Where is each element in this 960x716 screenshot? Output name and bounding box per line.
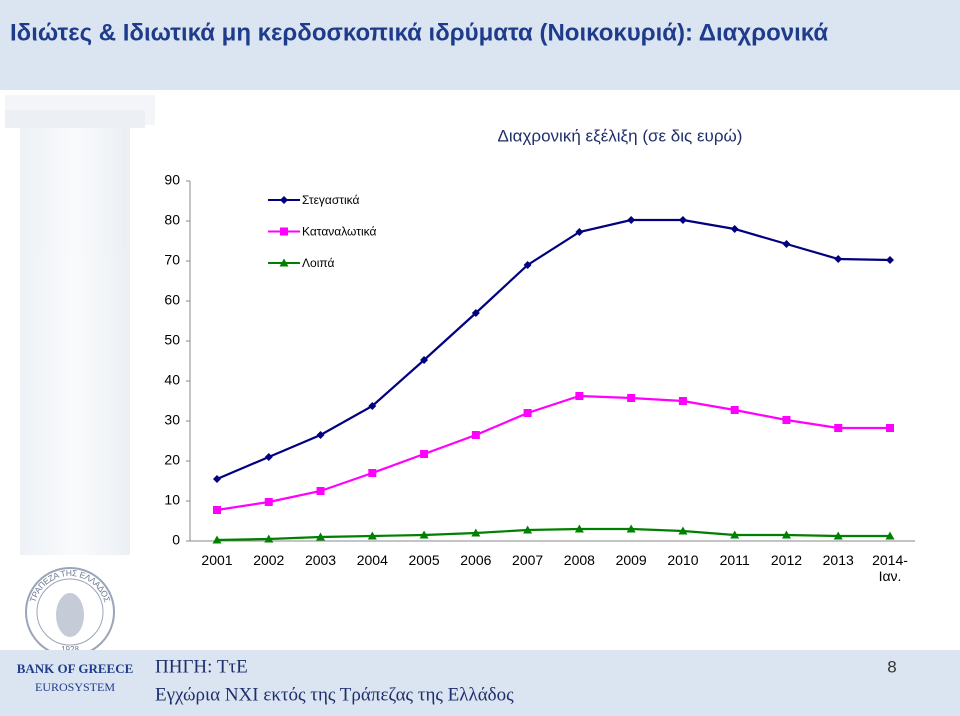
header-band <box>0 0 960 90</box>
marker <box>420 356 429 364</box>
series-line <box>216 394 890 512</box>
x-tick-label: 2001 <box>201 552 233 568</box>
marker <box>782 416 791 424</box>
legend-label: Καταναλωτικά <box>302 225 377 239</box>
source: ΠΗΓΗ: ΤτΕ <box>155 656 248 677</box>
marker <box>886 256 894 264</box>
y-tick-label: 90 <box>164 172 180 188</box>
marker <box>419 530 429 539</box>
y-tick-label: 0 <box>172 532 180 548</box>
marker <box>833 531 843 540</box>
legend-label: Στεγαστικά <box>302 193 360 207</box>
marker <box>212 535 222 544</box>
x-tick-label: 2013 <box>822 552 854 568</box>
y-tick-label: 70 <box>164 252 180 268</box>
marker <box>523 525 533 534</box>
marker <box>886 424 894 432</box>
marker <box>575 228 584 236</box>
bank-name: BANK OF GREECE <box>17 661 134 676</box>
y-tick-label: 60 <box>164 292 180 308</box>
y-tick-label: 40 <box>164 372 180 388</box>
y-tick-label: 50 <box>164 332 180 348</box>
marker <box>420 450 429 458</box>
marker <box>264 534 274 543</box>
marker <box>678 526 688 535</box>
marker <box>213 506 221 514</box>
marker <box>316 532 326 541</box>
legend-marker <box>280 196 288 204</box>
y-tick-label: 10 <box>164 492 180 508</box>
marker <box>213 475 221 483</box>
legend-label: Λοιπά <box>302 256 334 270</box>
marker <box>368 469 377 477</box>
marker <box>678 397 687 405</box>
marker <box>367 531 377 540</box>
marker <box>471 431 480 439</box>
marker <box>264 498 273 506</box>
marker <box>885 531 895 540</box>
footer-band <box>0 650 960 716</box>
logo-year: 1928 <box>61 645 79 654</box>
marker <box>626 524 636 533</box>
marker <box>368 402 377 410</box>
marker <box>523 261 532 269</box>
x-tick-label: 2002 <box>253 552 285 568</box>
marker <box>782 240 791 248</box>
chart-title: Διαχρονική εξέλιξη (σε δις ευρώ) <box>498 126 743 145</box>
marker <box>523 409 532 417</box>
logo: ΤΡΑΠΕΖΑ ΤΗΣ ΕΛΛΑΔΟΣ 1928 <box>25 567 115 657</box>
marker <box>316 431 325 439</box>
marker <box>574 524 584 533</box>
footer-note: Εγχώρια ΝΧΙ εκτός της Τράπεζας της Ελλάδ… <box>155 684 514 705</box>
marker <box>471 309 480 317</box>
x-tick-label: 2009 <box>615 552 647 568</box>
x-tick-label: 2010 <box>667 552 699 568</box>
marker <box>781 530 791 539</box>
series-line <box>216 218 891 481</box>
x-tick-label: 2014-Ιαν. <box>872 552 908 584</box>
legend-marker <box>279 258 289 267</box>
x-tick-label: 2007 <box>512 552 544 568</box>
marker <box>730 530 740 539</box>
x-tick-label: 2005 <box>408 552 440 568</box>
marker <box>316 487 325 495</box>
page-number: 8 <box>887 657 896 676</box>
marker <box>627 216 636 224</box>
y-tick-label: 80 <box>164 212 180 228</box>
slide-title: Ιδιώτες & Ιδιωτικά μη κερδοσκοπικά ιδρύμ… <box>10 19 828 46</box>
y-tick-label: 30 <box>164 412 180 428</box>
marker <box>575 392 584 400</box>
x-tick-label: 2008 <box>563 552 595 568</box>
legend-marker <box>280 227 288 236</box>
y-tick-label: 20 <box>164 452 180 468</box>
column-decoration <box>5 95 155 555</box>
marker <box>834 424 843 432</box>
x-tick-label: 2004 <box>356 552 388 568</box>
marker <box>264 453 273 461</box>
marker <box>678 216 687 224</box>
marker <box>627 394 636 402</box>
x-tick-label: 2012 <box>770 552 803 568</box>
eurosystem: EUROSYSTEM <box>35 680 115 694</box>
series-line <box>216 527 890 542</box>
marker <box>730 406 739 414</box>
marker <box>730 225 739 233</box>
x-tick-label: 2011 <box>719 552 750 568</box>
x-tick-label: 2003 <box>304 552 337 568</box>
marker <box>834 255 843 263</box>
x-tick-label: 2006 <box>460 552 492 568</box>
marker <box>471 528 481 537</box>
